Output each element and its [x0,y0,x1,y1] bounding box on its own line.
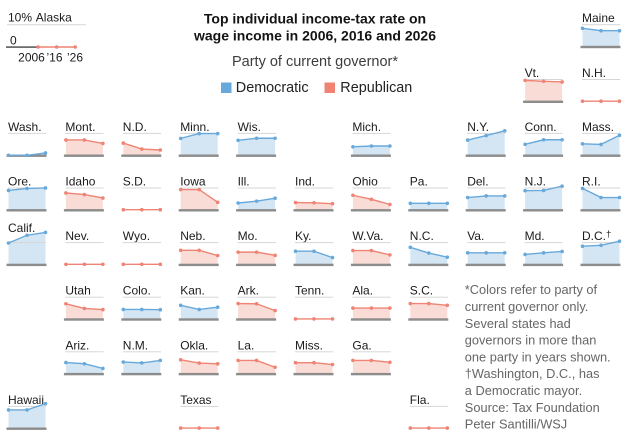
svg-text:Party of current governor*: Party of current governor* [232,54,398,70]
svg-text:Iowa: Iowa [180,175,206,189]
svg-text:Okla.: Okla. [180,338,208,352]
svg-text:Democratic: Democratic [236,80,309,96]
svg-text:Nev.: Nev. [65,229,89,243]
svg-text:Idaho: Idaho [65,175,95,189]
svg-text:Miss.: Miss. [295,338,323,352]
svg-text:Ill.: Ill. [238,175,250,189]
svg-text:Wash.: Wash. [8,120,42,134]
svg-text:’26: ’26 [67,51,83,65]
svg-text:Ky.: Ky. [295,229,311,243]
svg-text:’16: ’16 [46,51,62,65]
svg-text:Del.: Del. [467,175,488,189]
svg-text:Several states had: Several states had [465,316,571,331]
svg-text:a Democratic mayor.: a Democratic mayor. [465,383,582,398]
svg-text:*Colors refer to party of: *Colors refer to party of [465,282,598,297]
svg-text:S.C.: S.C. [410,284,433,298]
svg-text:Mass.: Mass. [582,120,614,134]
svg-text:Republican: Republican [340,80,412,96]
svg-text:N.H.: N.H. [582,66,606,80]
svg-text:Colo.: Colo. [123,284,151,298]
svg-text:wage income in 2006, 2016 and: wage income in 2006, 2016 and 2026 [193,27,436,43]
svg-text:S.D.: S.D. [123,175,146,189]
svg-text:Va.: Va. [467,229,484,243]
svg-text:one party in years shown.: one party in years shown. [465,349,611,364]
svg-text:Utah: Utah [65,284,90,298]
svg-text:0: 0 [10,34,17,48]
svg-text:†Washington, D.C., has: †Washington, D.C., has [465,366,600,381]
svg-text:Calif.: Calif. [8,221,35,235]
svg-text:N.C.: N.C. [410,229,434,243]
svg-text:Ind.: Ind. [295,175,315,189]
svg-text:N.M.: N.M. [123,338,148,352]
svg-text:Pa.: Pa. [410,175,428,189]
svg-text:Ala.: Ala. [352,284,373,298]
svg-text:Ohio: Ohio [352,175,378,189]
svg-text:Neb.: Neb. [180,229,205,243]
svg-text:Hawaii: Hawaii [8,393,44,407]
svg-text:Wis.: Wis. [238,120,261,134]
svg-text:W.Va.: W.Va. [352,229,383,243]
svg-text:Mich.: Mich. [352,120,381,134]
svg-text:Md.: Md. [525,229,545,243]
svg-text:Peter Santilli/WSJ: Peter Santilli/WSJ [465,417,567,432]
svg-text:governors in more than: governors in more than [465,333,597,348]
svg-text:La.: La. [238,338,255,352]
svg-text:Ariz.: Ariz. [65,338,89,352]
svg-text:Mont.: Mont. [65,120,95,134]
svg-text:10%: 10% [8,11,32,25]
svg-text:N.Y.: N.Y. [467,120,489,134]
svg-text:current governor only.: current governor only. [465,299,589,314]
svg-text:N.J.: N.J. [525,175,546,189]
svg-text:D.C.†: D.C.† [582,229,611,243]
svg-text:Alaska: Alaska [36,11,72,25]
svg-text:Vt.: Vt. [525,66,540,80]
svg-text:Source: Tax Foundation: Source: Tax Foundation [465,400,600,415]
svg-text:2006: 2006 [18,51,45,65]
svg-text:Fla.: Fla. [410,393,430,407]
svg-text:Tenn.: Tenn. [295,284,324,298]
svg-text:Ga.: Ga. [352,338,371,352]
svg-text:Mo.: Mo. [238,229,258,243]
svg-text:R.I.: R.I. [582,175,601,189]
svg-text:Ore.: Ore. [8,175,31,189]
svg-text:Wyo.: Wyo. [123,229,150,243]
svg-text:Top individual income-tax rate: Top individual income-tax rate on [204,10,426,26]
svg-text:Conn.: Conn. [525,120,557,134]
svg-text:Kan.: Kan. [180,284,205,298]
svg-text:N.D.: N.D. [123,120,147,134]
svg-text:Maine: Maine [582,11,615,25]
svg-text:Ark.: Ark. [238,284,259,298]
svg-text:Minn.: Minn. [180,120,209,134]
svg-text:Texas: Texas [180,393,211,407]
